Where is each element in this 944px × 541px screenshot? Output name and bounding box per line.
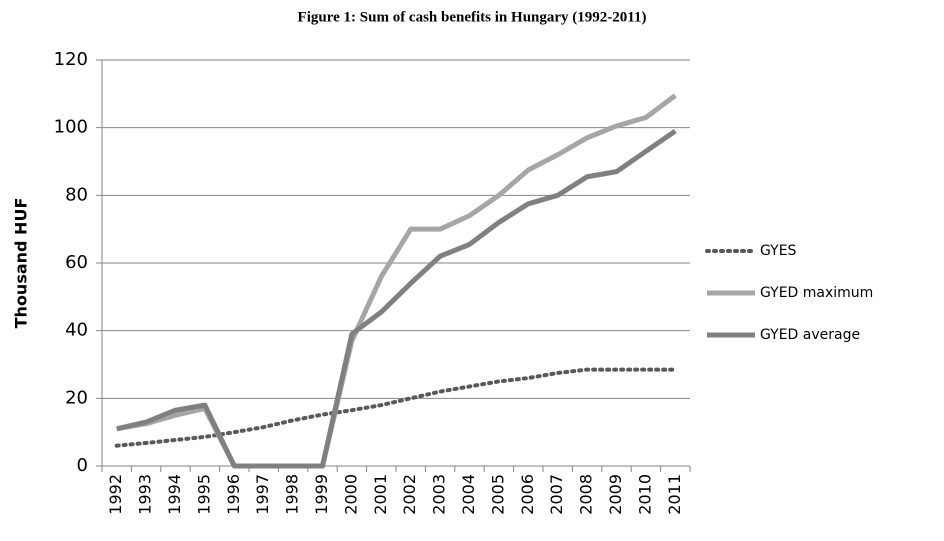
x-tick-label: 1998	[283, 474, 302, 515]
x-tick-label: 2001	[371, 474, 390, 515]
y-tick-label: 80	[65, 184, 88, 205]
x-tick-label: 2010	[635, 474, 654, 515]
legend-label: GYED maximum	[760, 285, 873, 301]
y-tick-label: 40	[65, 320, 88, 341]
x-tick-label: 2007	[547, 474, 566, 515]
x-tick-label: 2008	[577, 474, 596, 515]
x-tick-label: 1992	[106, 474, 125, 515]
y-tick-label: 60	[65, 252, 88, 273]
x-tick-label: 2006	[518, 474, 537, 515]
legend-label: GYES	[760, 243, 797, 259]
y-tick-label: 0	[77, 455, 88, 476]
x-tick-label: 2000	[341, 474, 360, 515]
x-tick-label: 2011	[665, 474, 684, 515]
x-tick-label: 1993	[136, 474, 155, 515]
data-line	[116, 93, 677, 469]
y-axis-label: Thousand HUF	[12, 198, 31, 329]
y-tick-label: 100	[54, 117, 88, 138]
x-tick-label: 2002	[400, 474, 419, 515]
x-tick-label: 2005	[488, 474, 507, 515]
x-tick-label: 2004	[459, 474, 478, 515]
x-tick-label: 1999	[312, 474, 331, 515]
x-tick-label: 1994	[165, 474, 184, 515]
x-tick-label: 2009	[606, 474, 625, 515]
chart-title: Figure 1: Sum of cash benefits in Hungar…	[298, 9, 647, 25]
x-tick-label: 1997	[253, 474, 272, 515]
data-line	[116, 128, 677, 469]
x-tick-label: 2003	[430, 474, 449, 515]
legend-label: GYED average	[760, 327, 860, 343]
y-tick-label: 20	[65, 387, 88, 408]
y-tick-label: 120	[54, 49, 88, 70]
x-tick-label: 1995	[194, 474, 213, 515]
x-tick-label: 1996	[224, 474, 243, 515]
data-line	[114, 367, 678, 448]
